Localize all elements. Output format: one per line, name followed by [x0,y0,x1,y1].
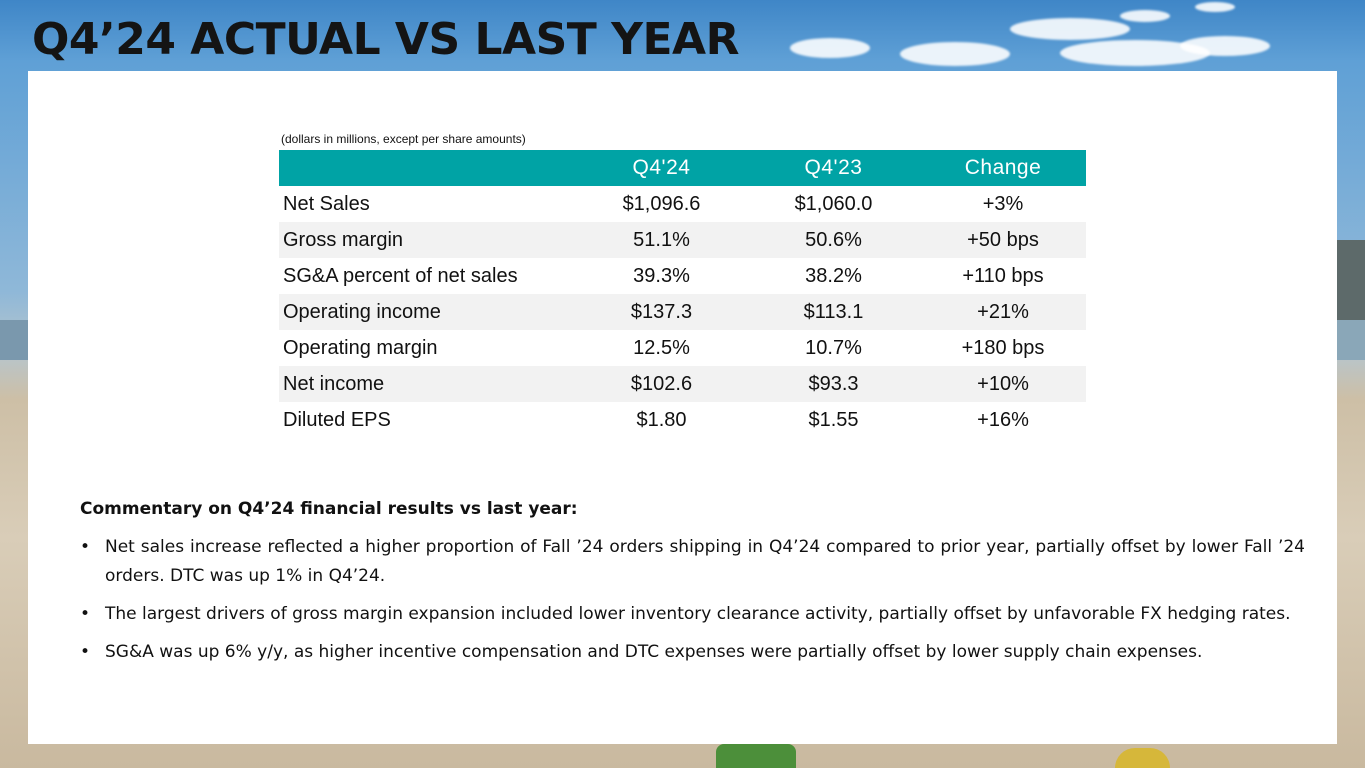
table-row-sga-percent: SG&A percent of net sales 39.3% 38.2% +1… [279,258,1086,294]
list-item: • Net sales increase reflected a higher … [80,533,1305,591]
cell-q4-23: $113.1 [747,294,920,330]
cell-change: +3% [982,192,1024,215]
content-panel: (dollars in millions, except per share a… [28,71,1337,744]
cell-q4-24: $1,096.6 [622,192,701,215]
cell-q4-23: 50.6% [747,222,920,258]
cell-q4-23: 38.2% [805,264,862,287]
list-item: • The largest drivers of gross margin ex… [80,600,1305,629]
cell-change: +180 bps [961,336,1045,359]
table-row-net-sales: Net Sales $1,096.6 $1,060.0 +3% [279,186,1086,222]
cell-q4-24: $102.6 [576,366,747,402]
table-row-net-income: Net income $102.6 $93.3 +10% [279,366,1086,402]
bullet-marker: • [80,642,91,662]
page-title: Q4’24 ACTUAL VS LAST YEAR [32,14,739,65]
cloud [1195,2,1235,12]
row-label: Net income [279,366,576,402]
list-item: • SG&A was up 6% y/y, as higher incentiv… [80,638,1305,667]
table-row-gross-margin: Gross margin 51.1% 50.6% +50 bps [279,222,1086,258]
table-row-operating-margin: Operating margin 12.5% 10.7% +180 bps [279,330,1086,366]
cell-q4-23: 10.7% [805,336,862,359]
cell-change: +50 bps [920,222,1086,258]
cell-change: +16% [977,408,1029,431]
distant-hill [1337,240,1365,320]
cloud [900,42,1010,66]
row-label: Net Sales [283,192,370,215]
bullet-text: The largest drivers of gross margin expa… [105,604,1291,624]
cell-q4-24: 39.3% [633,264,690,287]
cloud [1180,36,1270,56]
commentary-list: • Net sales increase reflected a higher … [80,533,1305,667]
bullet-text: SG&A was up 6% y/y, as higher incentive … [105,642,1203,662]
cell-q4-24: 12.5% [633,336,690,359]
row-label: Operating margin [283,336,438,359]
bullet-marker: • [80,604,91,624]
bullet-text: Net sales increase reflected a higher pr… [105,537,1305,586]
table-header-row: Q4'24 Q4'23 Change [279,150,1086,186]
cell-change: +110 bps [962,264,1044,287]
row-label: SG&A percent of net sales [283,264,518,287]
cell-q4-23: $1,060.0 [794,192,873,215]
header-q4-23: Q4'23 [747,150,920,186]
yellow-object [1115,748,1170,768]
cell-q4-23: $93.3 [747,366,920,402]
cloud [1010,18,1130,40]
cloud [790,38,870,58]
green-object [716,744,796,768]
row-label: Gross margin [279,222,576,258]
row-label: Operating income [279,294,576,330]
header-q4-24: Q4'24 [576,150,747,186]
cell-change: +21% [920,294,1086,330]
cell-q4-24: $1.80 [636,408,687,431]
row-label: Diluted EPS [283,408,391,431]
cell-q4-24: 51.1% [576,222,747,258]
commentary-heading: Commentary on Q4’24 financial results vs… [80,499,578,519]
cloud [1120,10,1170,22]
cell-change: +10% [920,366,1086,402]
table-row-operating-income: Operating income $137.3 $113.1 +21% [279,294,1086,330]
header-label [279,150,576,186]
bullet-marker: • [80,537,91,557]
table-row-diluted-eps: Diluted EPS $1.80 $1.55 +16% [279,402,1086,438]
sea [1337,320,1365,360]
header-change: Change [920,150,1086,186]
cell-q4-24: $137.3 [576,294,747,330]
commentary-section: Commentary on Q4’24 financial results vs… [80,499,1305,676]
table-units-note: (dollars in millions, except per share a… [281,132,526,146]
cell-q4-23: $1.55 [808,408,859,431]
financial-results-table: Q4'24 Q4'23 Change Net Sales $1,096.6 $1… [279,150,1086,438]
sea [0,320,28,360]
